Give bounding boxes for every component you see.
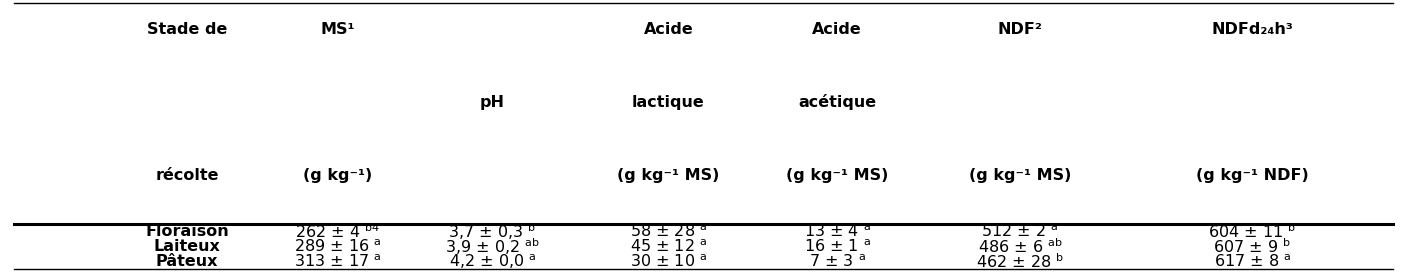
Text: 486 ± 6 $^{\mathregular{ab}}$: 486 ± 6 $^{\mathregular{ab}}$ bbox=[978, 237, 1062, 256]
Text: (g kg⁻¹ MS): (g kg⁻¹ MS) bbox=[618, 168, 719, 183]
Text: 13 ± 4 $^{\mathregular{a}}$: 13 ± 4 $^{\mathregular{a}}$ bbox=[803, 224, 871, 240]
Text: récolte: récolte bbox=[155, 168, 219, 183]
Text: Pâteux: Pâteux bbox=[156, 254, 218, 269]
Text: 30 ± 10 $^{\mathregular{a}}$: 30 ± 10 $^{\mathregular{a}}$ bbox=[630, 254, 706, 270]
Text: (g kg⁻¹ NDF): (g kg⁻¹ NDF) bbox=[1196, 168, 1309, 183]
Text: 262 ± 4 $^{\mathregular{b4}}$: 262 ± 4 $^{\mathregular{b4}}$ bbox=[295, 222, 380, 241]
Text: 512 ± 2 $^{\mathregular{a}}$: 512 ± 2 $^{\mathregular{a}}$ bbox=[982, 224, 1058, 240]
Text: 313 ± 17 $^{\mathregular{a}}$: 313 ± 17 $^{\mathregular{a}}$ bbox=[294, 254, 381, 270]
Text: 7 ± 3 $^{\mathregular{a}}$: 7 ± 3 $^{\mathregular{a}}$ bbox=[809, 254, 865, 270]
Text: 3,7 ± 0,3 $^{\mathregular{b}}$: 3,7 ± 0,3 $^{\mathregular{b}}$ bbox=[449, 221, 536, 242]
Text: (g kg⁻¹ MS): (g kg⁻¹ MS) bbox=[787, 168, 888, 183]
Text: pH: pH bbox=[480, 95, 505, 110]
Text: Laiteux: Laiteux bbox=[153, 239, 221, 254]
Text: Acide: Acide bbox=[812, 22, 862, 37]
Text: Floraison: Floraison bbox=[145, 224, 229, 239]
Text: NDF²: NDF² bbox=[998, 22, 1043, 37]
Text: Acide: Acide bbox=[643, 22, 694, 37]
Text: lactique: lactique bbox=[632, 95, 705, 110]
Text: Stade de: Stade de bbox=[146, 22, 228, 37]
Text: 604 ± 11 $^{\mathregular{b}}$: 604 ± 11 $^{\mathregular{b}}$ bbox=[1209, 222, 1296, 241]
Text: 607 ± 9 $^{\mathregular{b}}$: 607 ± 9 $^{\mathregular{b}}$ bbox=[1213, 237, 1292, 256]
Text: 3,9 ± 0,2 $^{\mathregular{ab}}$: 3,9 ± 0,2 $^{\mathregular{ab}}$ bbox=[445, 236, 540, 257]
Text: 462 ± 28 $^{\mathregular{b}}$: 462 ± 28 $^{\mathregular{b}}$ bbox=[976, 252, 1064, 271]
Text: 45 ± 12 $^{\mathregular{a}}$: 45 ± 12 $^{\mathregular{a}}$ bbox=[630, 239, 706, 255]
Text: (g kg⁻¹): (g kg⁻¹) bbox=[303, 168, 373, 183]
Text: 289 ± 16 $^{\mathregular{a}}$: 289 ± 16 $^{\mathregular{a}}$ bbox=[294, 239, 381, 255]
Text: NDFd₂₄h³: NDFd₂₄h³ bbox=[1211, 22, 1293, 37]
Text: (g kg⁻¹ MS): (g kg⁻¹ MS) bbox=[969, 168, 1071, 183]
Text: 58 ± 28 $^{\mathregular{a}}$: 58 ± 28 $^{\mathregular{a}}$ bbox=[630, 224, 706, 240]
Text: 16 ± 1 $^{\mathregular{a}}$: 16 ± 1 $^{\mathregular{a}}$ bbox=[803, 239, 871, 255]
Text: MS¹: MS¹ bbox=[321, 22, 355, 37]
Text: 617 ± 8 $^{\mathregular{a}}$: 617 ± 8 $^{\mathregular{a}}$ bbox=[1214, 254, 1290, 270]
Text: acétique: acétique bbox=[798, 94, 877, 110]
Text: 4,2 ± 0,0 $^{\mathregular{a}}$: 4,2 ± 0,0 $^{\mathregular{a}}$ bbox=[449, 252, 536, 271]
